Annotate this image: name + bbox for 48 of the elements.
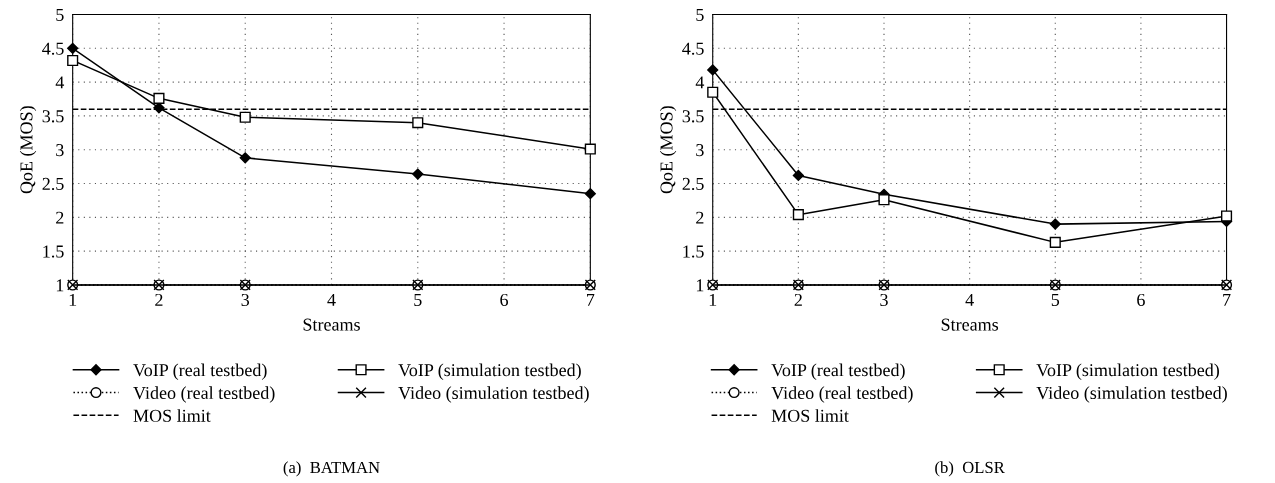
y-tick-label: 3 — [696, 144, 704, 157]
legend-label: VoIP (simulation testbed) — [398, 363, 581, 380]
legend-label: MOS limit — [771, 409, 849, 422]
x-tick-label: 4 — [327, 293, 336, 306]
x-axis-title: Streams — [941, 318, 999, 331]
y-tick-label: 5 — [696, 8, 704, 21]
x-tick-label: 1 — [69, 293, 77, 306]
x-tick-label: 3 — [880, 293, 888, 307]
legend-label: Video (simulation testbed) — [1036, 386, 1227, 403]
y-tick-label: 5 — [56, 8, 64, 21]
x-tick-label: 3 — [241, 293, 250, 307]
y-tick-label: 4 — [55, 76, 65, 89]
y-tick-label: 1 — [696, 279, 704, 292]
x-tick-label: 6 — [500, 293, 509, 307]
x-tick-label: 1 — [709, 293, 717, 306]
legend-label: VoIP (simulation testbed) — [1036, 363, 1219, 380]
x-tick-label: 2 — [794, 293, 802, 306]
x-tick-label: 5 — [1051, 294, 1060, 307]
y-tick-label: 2 — [56, 211, 64, 224]
y-tick-label: 1 — [56, 279, 64, 292]
x-tick-label: 7 — [1223, 294, 1231, 306]
y-tick-label: 2.5 — [42, 177, 64, 191]
y-tick-label: 3.5 — [682, 110, 704, 123]
y-tick-label: 2.5 — [682, 177, 704, 191]
legend-label: VoIP (real testbed) — [133, 363, 267, 380]
legend-label: Video (simulation testbed) — [398, 386, 589, 403]
x-tick-label: 2 — [155, 293, 163, 306]
x-tick-label: 4 — [965, 293, 974, 306]
y-tick-label: 3 — [56, 144, 64, 157]
x-tick-label: 6 — [1137, 293, 1145, 307]
legend-label: Video (real testbed) — [133, 386, 275, 403]
legend-label: MOS limit — [133, 409, 211, 422]
text: (a) BATMAN — [283, 461, 380, 477]
text: (b) OLSR — [935, 461, 1005, 477]
y-tick-label: 4.5 — [42, 42, 64, 55]
y-axis-title: QoE (MOS) — [659, 106, 677, 194]
legend-label: VoIP (real testbed) — [771, 363, 905, 380]
y-tick-label: 4 — [695, 76, 705, 89]
x-tick-label: 7 — [587, 294, 595, 306]
legend-label: Video (real testbed) — [771, 386, 913, 403]
x-axis-title: Streams — [303, 318, 360, 331]
y-tick-label: 2 — [696, 211, 704, 224]
y-tick-label: 4.5 — [682, 42, 704, 55]
y-tick-label: 1.5 — [43, 245, 64, 258]
x-tick-label: 5 — [414, 294, 422, 307]
y-tick-label: 3.5 — [42, 110, 64, 123]
y-axis-title: QoE (MOS) — [19, 106, 37, 194]
y-tick-label: 1.5 — [683, 245, 704, 258]
